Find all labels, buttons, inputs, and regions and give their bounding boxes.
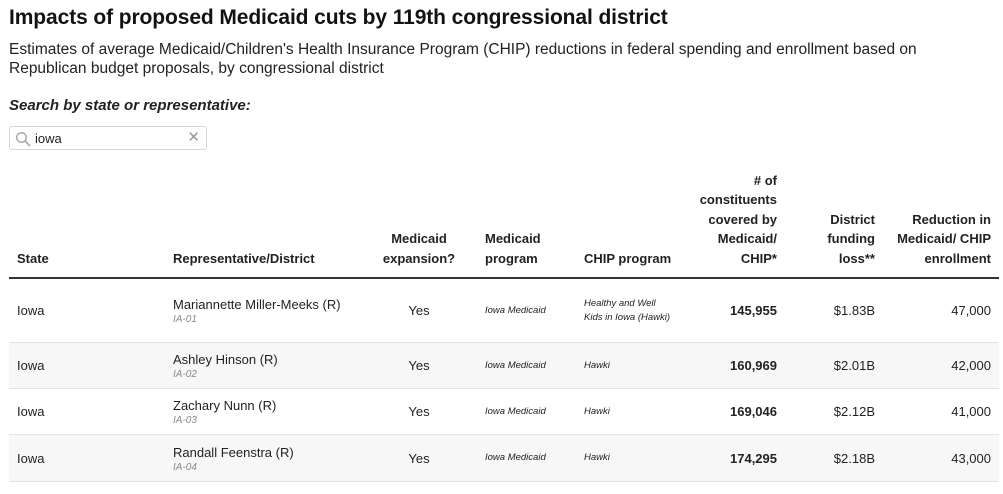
cell-constituents: 145,955	[681, 278, 785, 343]
page-subtitle: Estimates of average Medicaid/Children's…	[9, 41, 917, 77]
cell-chip-program: Hawki	[576, 388, 681, 435]
cell-medicaid-program: Iowa Medicaid	[477, 434, 576, 482]
cell-representative: Ashley Hinson (R) IA-02	[165, 342, 361, 389]
cell-chip-program: Healthy and Well Kids in Iowa (Hawki)	[576, 278, 681, 343]
cell-funding-loss: $2.01B	[785, 342, 883, 389]
table-row: Iowa Ashley Hinson (R) IA-02 Yes Iowa Me…	[9, 342, 999, 389]
cell-medicaid-expansion: Yes	[361, 278, 477, 343]
cell-state: Iowa	[9, 342, 165, 389]
cell-chip-program: Hawki	[576, 434, 681, 482]
representative-name: Mariannette Miller-Meeks (R)	[173, 297, 341, 312]
cell-representative: Randall Feenstra (R) IA-04	[165, 434, 361, 482]
cell-representative: Mariannette Miller-Meeks (R) IA-01	[165, 278, 361, 343]
cell-chip-program: Hawki	[576, 342, 681, 389]
close-icon[interactable]: ✕	[187, 129, 200, 146]
table-row: Iowa Zachary Nunn (R) IA-03 Yes Iowa Med…	[9, 388, 999, 435]
cell-state: Iowa	[9, 388, 165, 435]
table-row: Iowa Randall Feenstra (R) IA-04 Yes Iowa…	[9, 434, 999, 482]
column-header-enrollment-reduction[interactable]: Reduction in Medicaid/ CHIP enrollment	[883, 170, 999, 279]
district-code: IA-04	[173, 461, 197, 473]
column-header-funding-loss[interactable]: District funding loss**	[785, 170, 883, 279]
cell-medicaid-expansion: Yes	[361, 388, 477, 435]
district-code: IA-01	[173, 314, 197, 325]
cell-constituents: 160,969	[681, 342, 785, 389]
page-title: Impacts of proposed Medicaid cuts by 119…	[9, 6, 668, 29]
search-box[interactable]: ✕	[9, 126, 207, 150]
district-code: IA-03	[173, 415, 197, 426]
cell-medicaid-program: Iowa Medicaid	[477, 278, 576, 343]
cell-medicaid-program: Iowa Medicaid	[477, 388, 576, 435]
cell-funding-loss: $1.83B	[785, 278, 883, 343]
cell-constituents: 174,295	[681, 434, 785, 482]
column-header-medicaid-expansion[interactable]: Medicaid expansion?	[361, 170, 477, 279]
column-header-constituents[interactable]: # of constituents covered by Medicaid/ C…	[681, 170, 785, 279]
cell-medicaid-expansion: Yes	[361, 342, 477, 389]
table-header-row: State Representative/District Medicaid e…	[9, 170, 999, 279]
cell-enrollment-reduction: 47,000	[883, 278, 999, 343]
search-input[interactable]	[35, 129, 185, 147]
cell-funding-loss: $2.18B	[785, 434, 883, 482]
results-table: State Representative/District Medicaid e…	[9, 170, 999, 482]
cell-state: Iowa	[9, 434, 165, 482]
cell-enrollment-reduction: 41,000	[883, 388, 999, 435]
column-header-medicaid-program[interactable]: Medicaid program	[477, 170, 576, 279]
column-header-chip-program[interactable]: CHIP program	[576, 170, 681, 279]
search-icon	[15, 131, 31, 147]
cell-enrollment-reduction: 42,000	[883, 342, 999, 389]
cell-state: Iowa	[9, 278, 165, 343]
column-header-state[interactable]: State	[9, 170, 165, 279]
cell-constituents: 169,046	[681, 388, 785, 435]
cell-medicaid-program: Iowa Medicaid	[477, 342, 576, 389]
cell-enrollment-reduction: 43,000	[883, 434, 999, 482]
district-code: IA-02	[173, 369, 197, 380]
representative-name: Zachary Nunn (R)	[173, 398, 277, 413]
column-header-representative[interactable]: Representative/District	[165, 170, 361, 279]
cell-representative: Zachary Nunn (R) IA-03	[165, 388, 361, 435]
cell-funding-loss: $2.12B	[785, 388, 883, 435]
table-row: Iowa Mariannette Miller-Meeks (R) IA-01 …	[9, 278, 999, 343]
cell-medicaid-expansion: Yes	[361, 434, 477, 482]
representative-name: Randall Feenstra (R)	[173, 444, 294, 460]
search-label: Search by state or representative:	[9, 97, 251, 114]
representative-name: Ashley Hinson (R)	[173, 352, 278, 367]
